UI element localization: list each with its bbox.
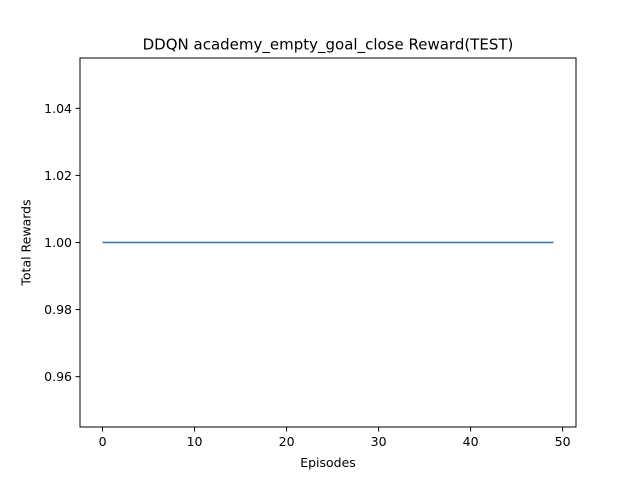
data-point [148,242,150,244]
data-point [507,242,509,244]
data-point [516,242,518,244]
chart-title: DDQN academy_empty_goal_close Reward(TES… [143,36,514,55]
data-point [221,242,223,244]
data-point [396,242,398,244]
x-tick-label: 20 [279,434,295,449]
data-point [240,242,242,244]
y-tick-label: 1.04 [44,101,72,116]
data-point [129,242,131,244]
x-tick-label: 0 [99,434,107,449]
data-point [231,242,233,244]
y-tick-label: 1.00 [44,235,72,250]
data-point [102,242,104,244]
y-tick-label: 0.98 [44,302,72,317]
data-point [525,242,527,244]
data-point [470,242,472,244]
data-point [534,242,536,244]
x-tick-label: 40 [463,434,479,449]
data-point [166,242,168,244]
data-point [258,242,260,244]
data-point [332,242,334,244]
data-point [553,242,555,244]
data-point [442,242,444,244]
data-point [323,242,325,244]
data-point [405,242,407,244]
data-point [111,242,113,244]
y-axis: 0.96 0.98 1.00 1.02 1.04 [44,101,80,384]
data-point [313,242,315,244]
data-point [175,242,177,244]
data-point [139,242,141,244]
series-layer [102,241,555,244]
data-point [387,242,389,244]
data-point [212,242,214,244]
data-point [433,242,435,244]
data-point [194,242,196,244]
data-point [497,242,499,244]
data-point [451,242,453,244]
data-point [461,242,463,244]
y-tick-label: 1.02 [44,168,72,183]
y-axis-label: Total Rewards [19,199,34,286]
data-point [249,242,251,244]
x-tick-label: 10 [187,434,203,449]
x-tick-label: 50 [555,434,571,449]
data-point [350,242,352,244]
data-point [488,242,490,244]
x-axis-label: Episodes [300,455,356,470]
x-axis: 0 10 20 30 40 50 [99,427,571,449]
data-point [267,242,269,244]
data-point [295,242,297,244]
data-point [369,242,371,244]
data-point [203,242,205,244]
data-point [185,242,187,244]
data-point [424,242,426,244]
data-point [286,242,288,244]
data-point [359,242,361,244]
data-point [543,242,545,244]
data-point [341,242,343,244]
data-point [277,242,279,244]
data-point [304,242,306,244]
data-point [120,242,122,244]
data-point [415,242,417,244]
data-point [479,242,481,244]
data-point [378,242,380,244]
data-point [157,242,159,244]
x-tick-label: 30 [371,434,387,449]
y-tick-label: 0.96 [44,369,72,384]
